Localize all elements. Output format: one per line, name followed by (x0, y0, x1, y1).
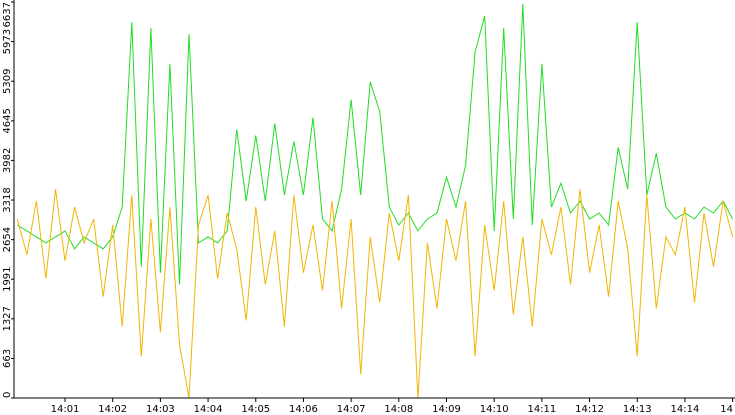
y-tick-label: 4645 (2, 108, 13, 133)
x-tick-label: 14:10 (480, 404, 509, 415)
x-tick-label: 14:03 (146, 404, 175, 415)
x-tick-label: 14:09 (432, 404, 461, 415)
x-tick-label: 14:04 (194, 404, 223, 415)
x-tick-label: 14:14 (671, 404, 700, 415)
y-tick-label: 3318 (2, 187, 13, 212)
x-tick-label: 14:12 (575, 404, 604, 415)
x-tick-label: 14:05 (241, 404, 270, 415)
x-tick-label: 14:02 (98, 404, 127, 415)
y-tick-label: 2654 (2, 227, 13, 252)
x-tick-label: 14:11 (527, 404, 556, 415)
series-line (17, 4, 734, 285)
y-tick-label: 6637 (2, 2, 13, 27)
x-tick-label: 14:13 (623, 404, 652, 415)
y-tick-label: 663 (2, 349, 13, 368)
series-line (16, 189, 734, 399)
x-tick-label: 14:01 (51, 404, 80, 415)
y-tick-label: 5309 (2, 69, 13, 94)
y-tick-label: 3982 (2, 148, 13, 173)
y-tick-label: 0 (2, 392, 13, 398)
x-tick-label: 14 (720, 404, 733, 415)
x-tick-label: 14:07 (337, 404, 366, 415)
y-tick-label: 5973 (2, 29, 13, 54)
x-tick-label: 14:06 (289, 404, 318, 415)
y-tick-label: 1327 (2, 306, 13, 331)
x-tick-label: 14:08 (384, 404, 413, 415)
y-tick-label: 1991 (2, 266, 13, 291)
